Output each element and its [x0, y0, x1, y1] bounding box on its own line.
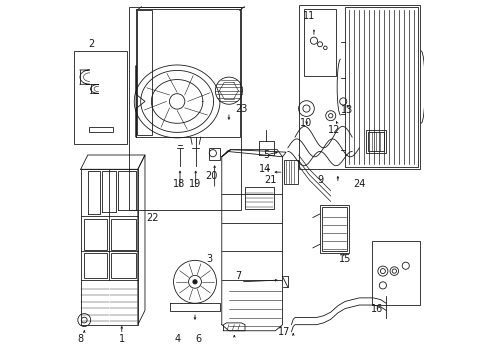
- Bar: [372, 241, 420, 305]
- Bar: [284, 160, 298, 184]
- Text: 23: 23: [235, 104, 247, 113]
- Text: 22: 22: [146, 212, 158, 222]
- Text: 19: 19: [189, 179, 201, 189]
- Bar: [322, 207, 347, 251]
- Bar: [368, 132, 384, 152]
- Text: 21: 21: [264, 175, 276, 185]
- Text: 13: 13: [341, 105, 353, 115]
- Text: 17: 17: [278, 327, 291, 337]
- Bar: [111, 219, 136, 249]
- Circle shape: [193, 280, 197, 284]
- Bar: [74, 51, 127, 144]
- Text: 11: 11: [303, 11, 316, 21]
- Text: 8: 8: [77, 334, 83, 344]
- Bar: [298, 5, 420, 169]
- Text: 18: 18: [173, 179, 185, 189]
- Text: 14: 14: [259, 164, 271, 174]
- Bar: [84, 219, 107, 249]
- Bar: [320, 205, 348, 253]
- Text: 10: 10: [299, 118, 312, 128]
- Text: 1: 1: [119, 334, 125, 344]
- Text: 9: 9: [317, 175, 323, 185]
- Text: 12: 12: [328, 125, 341, 135]
- Bar: [367, 130, 386, 153]
- Text: 3: 3: [206, 253, 212, 264]
- Bar: [89, 127, 113, 132]
- Text: 16: 16: [371, 303, 383, 314]
- Text: 2: 2: [88, 39, 95, 49]
- Bar: [137, 10, 152, 135]
- Text: 20: 20: [205, 171, 217, 181]
- Bar: [129, 7, 242, 210]
- Text: 5: 5: [263, 150, 270, 160]
- Text: 7: 7: [235, 271, 241, 282]
- Bar: [209, 148, 220, 160]
- Bar: [84, 253, 107, 278]
- Bar: [304, 9, 336, 76]
- Bar: [111, 253, 136, 278]
- Text: 4: 4: [174, 334, 180, 344]
- Text: 6: 6: [196, 334, 201, 344]
- Bar: [245, 187, 273, 208]
- Text: 15: 15: [339, 253, 351, 264]
- Bar: [345, 7, 418, 167]
- Text: 24: 24: [353, 179, 366, 189]
